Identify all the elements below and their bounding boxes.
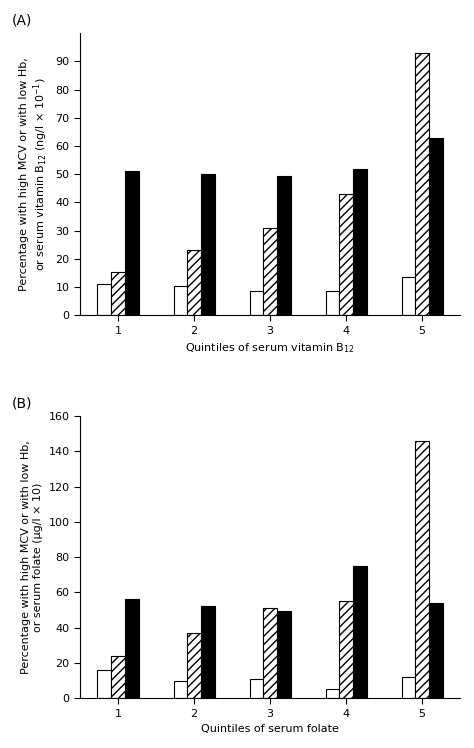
Bar <box>187 633 201 698</box>
Bar <box>263 608 277 698</box>
Bar <box>326 291 339 316</box>
Text: (B): (B) <box>11 396 32 411</box>
Text: (A): (A) <box>11 13 32 28</box>
Bar <box>98 284 111 316</box>
Bar <box>415 53 429 316</box>
Bar <box>353 168 366 316</box>
Y-axis label: Percentage with high MCV or with low Hb,
or serum vitamin B$_{12}$ (ng/l × 10$^{: Percentage with high MCV or with low Hb,… <box>18 58 50 291</box>
Bar <box>429 138 443 316</box>
Bar <box>125 171 138 316</box>
Bar <box>201 606 215 698</box>
Bar <box>98 670 111 698</box>
Bar <box>173 286 187 316</box>
X-axis label: Quintiles of serum folate: Quintiles of serum folate <box>201 724 339 734</box>
Bar <box>415 441 429 698</box>
Bar <box>339 194 353 316</box>
Bar <box>201 174 215 316</box>
Bar <box>277 176 291 316</box>
Y-axis label: Percentage with high MCV or with low Hb,
or serum folate (µg/l × 10): Percentage with high MCV or with low Hb,… <box>21 440 43 674</box>
Bar <box>401 677 415 698</box>
Bar <box>277 611 291 698</box>
Bar <box>111 272 125 316</box>
X-axis label: Quintiles of serum vitamin B$_{12}$: Quintiles of serum vitamin B$_{12}$ <box>185 341 355 355</box>
Bar <box>429 603 443 698</box>
Bar <box>353 566 366 698</box>
Bar <box>401 278 415 316</box>
Bar <box>249 678 263 698</box>
Bar <box>111 656 125 698</box>
Bar <box>339 601 353 698</box>
Bar <box>249 291 263 316</box>
Bar <box>125 599 138 698</box>
Bar <box>187 251 201 316</box>
Bar <box>326 690 339 698</box>
Bar <box>173 681 187 698</box>
Bar <box>263 228 277 316</box>
